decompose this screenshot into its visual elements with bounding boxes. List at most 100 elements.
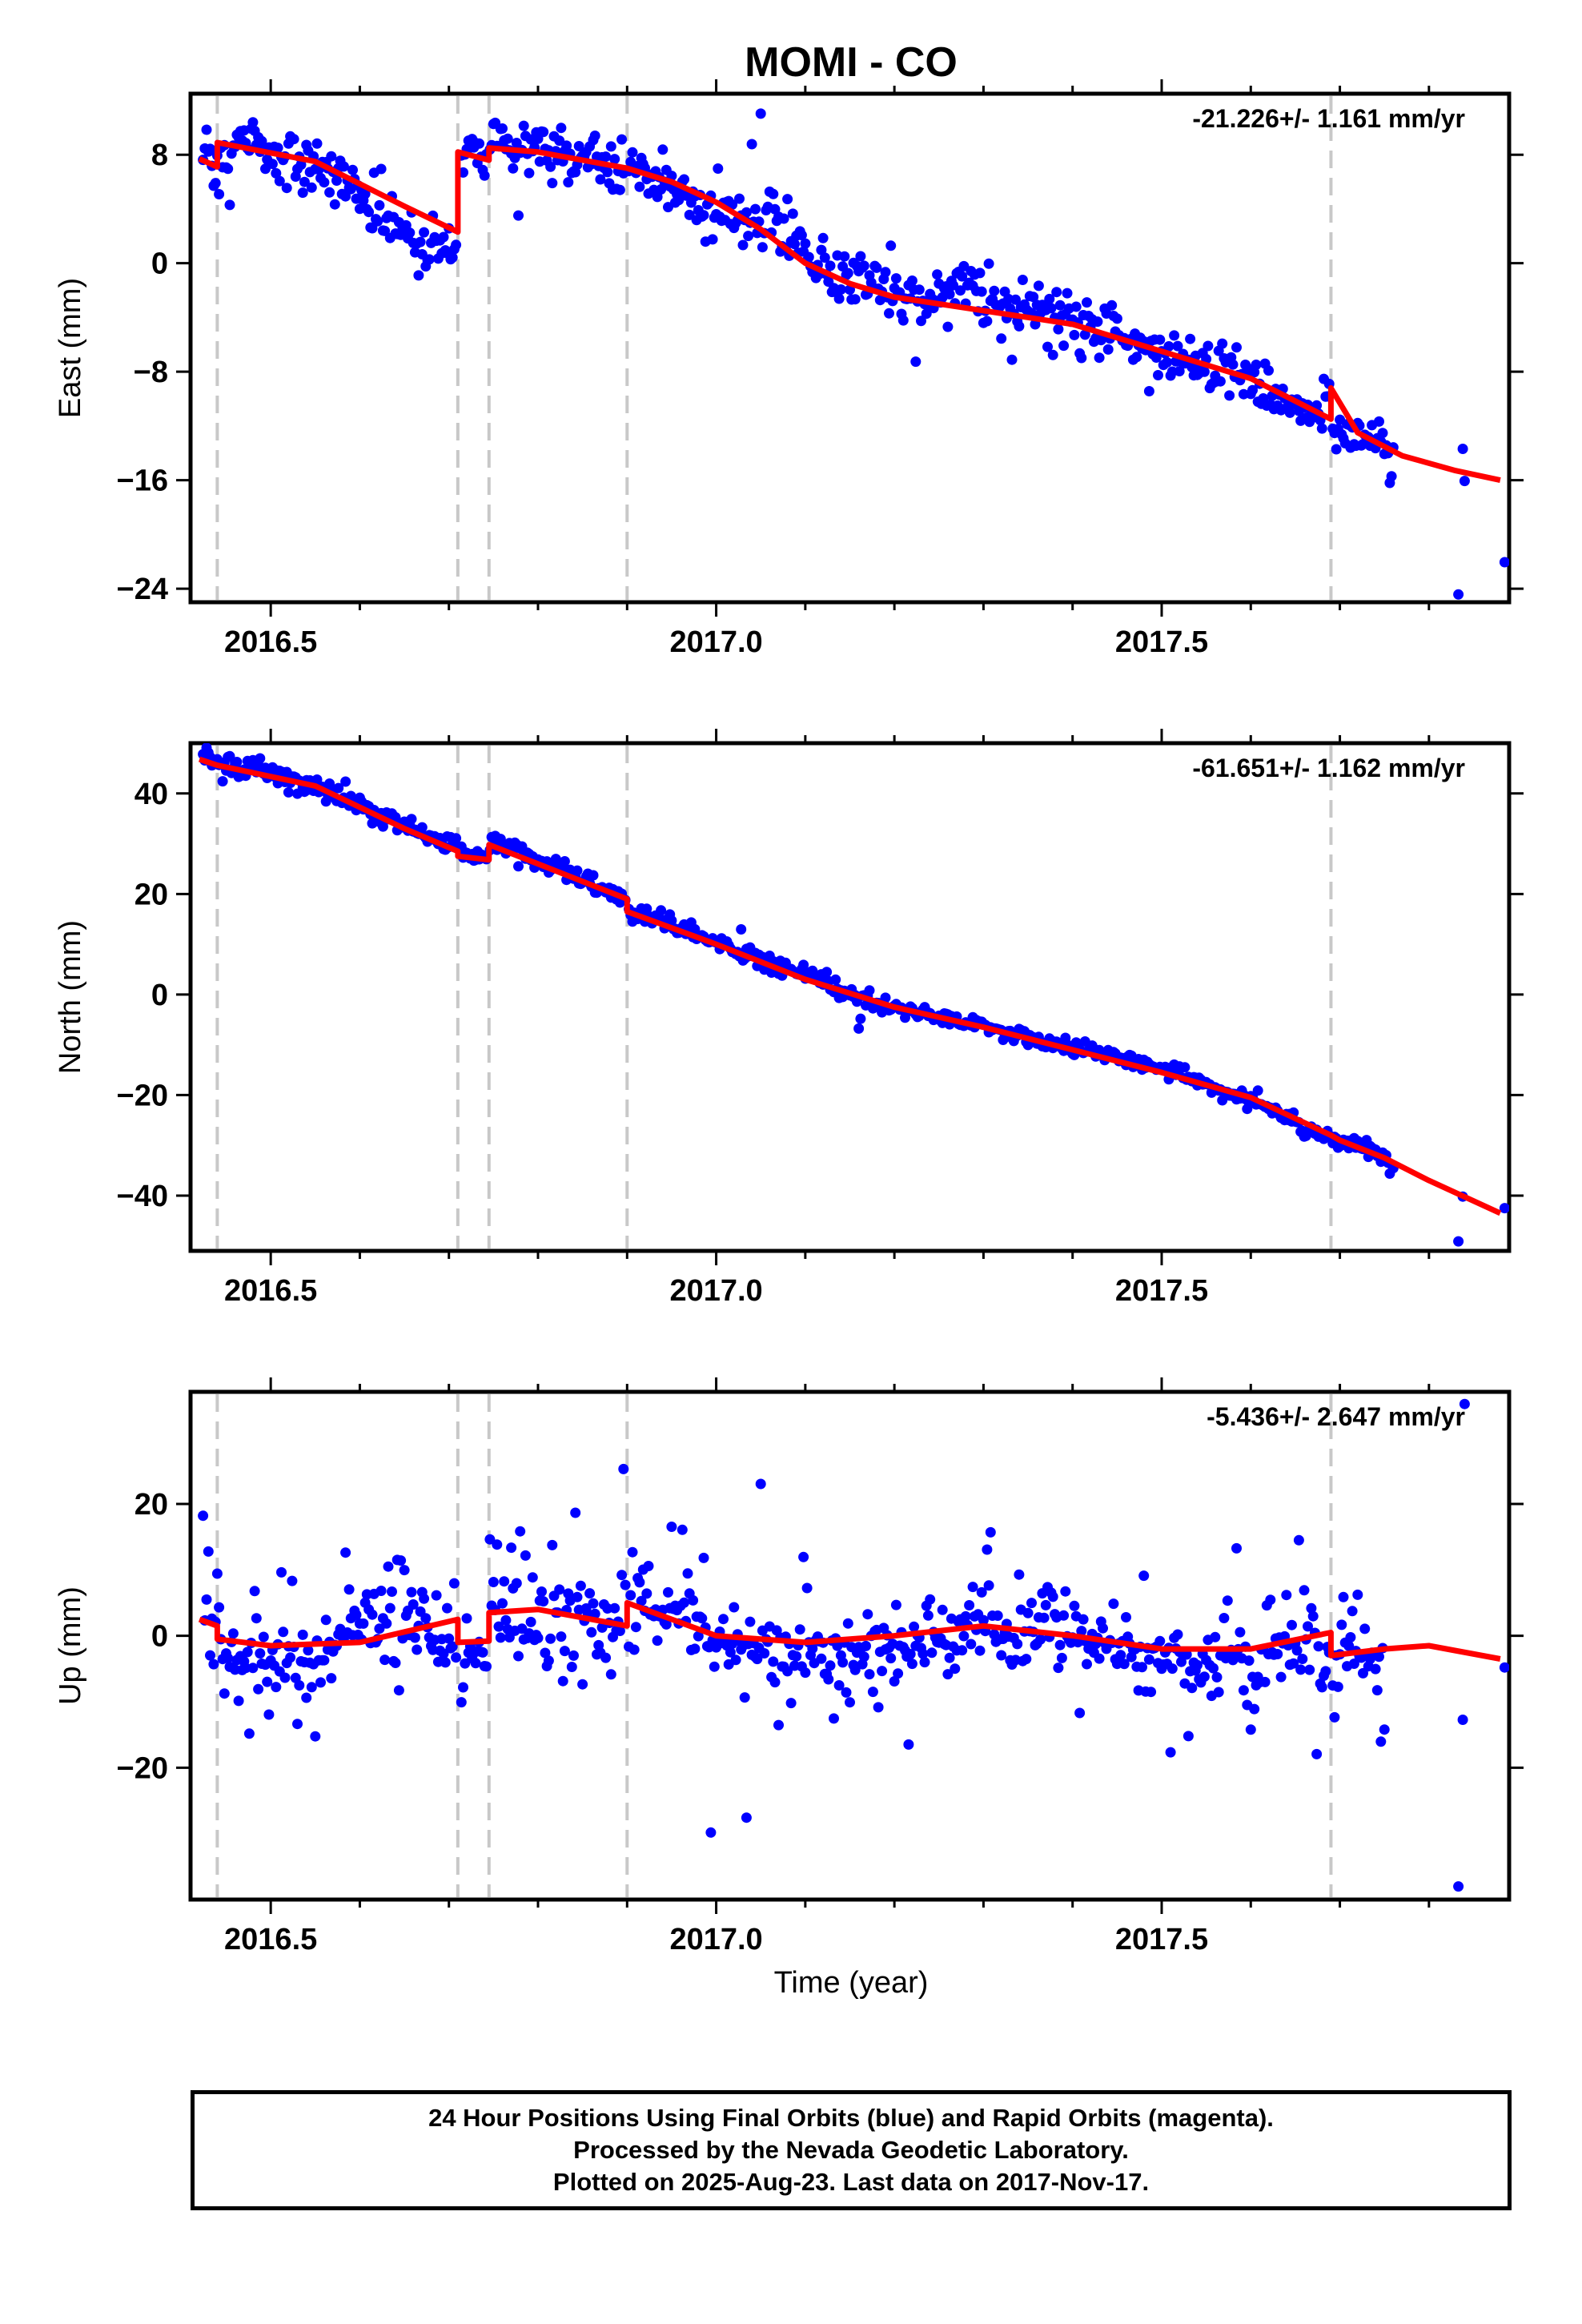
up-data-point [652, 1635, 663, 1647]
east-data-point [713, 163, 724, 174]
east-y-tick-label: −8 [134, 356, 168, 389]
north-data-point [1453, 1236, 1464, 1247]
east-data-point [511, 138, 522, 148]
up-data-point [1078, 1614, 1089, 1625]
east-data-point [787, 208, 798, 219]
east-data-point [451, 239, 462, 251]
up-data-point [1231, 1542, 1242, 1554]
east-data-point [447, 252, 458, 263]
east-data-point [329, 199, 340, 210]
up-data-point [693, 1630, 704, 1642]
up-data-point [1040, 1599, 1051, 1610]
east-data-point [1010, 294, 1021, 305]
up-data-point [381, 1618, 392, 1629]
east-data-point [944, 288, 955, 300]
up-data-point [258, 1631, 269, 1642]
up-data-point [554, 1584, 565, 1595]
up-y-tick-label: −20 [117, 1751, 168, 1785]
up-data-point [557, 1675, 568, 1687]
up-data-point [967, 1582, 978, 1593]
up-data-point [488, 1577, 499, 1587]
up-rate-label: -5.436+/- 2.647 mm/yr [1207, 1402, 1465, 1431]
up-data-point [890, 1599, 901, 1610]
up-data-point [586, 1626, 597, 1638]
footer-line-2: Processed by the Nevada Geodetic Laborat… [573, 2136, 1129, 2164]
up-data-point [1053, 1663, 1064, 1674]
up-data-point [1265, 1594, 1276, 1606]
east-data-point [957, 271, 968, 282]
up-data-point [625, 1590, 636, 1601]
up-data-point [1076, 1626, 1087, 1637]
east-data-point [299, 176, 310, 187]
east-data-point [609, 154, 620, 165]
up-data-point [420, 1613, 432, 1624]
north-data-point [855, 1013, 866, 1024]
up-data-point [367, 1609, 378, 1620]
up-data-point [1138, 1570, 1150, 1582]
up-data-point [1307, 1610, 1319, 1622]
east-data-point [561, 140, 572, 151]
up-data-point [572, 1591, 583, 1602]
east-data-point [1331, 444, 1342, 455]
up-data-point [240, 1663, 251, 1674]
east-data-point [271, 167, 282, 179]
footer-box: 24 Hour Positions Using Final Orbits (bl… [191, 2090, 1512, 2210]
east-data-point [796, 230, 807, 241]
east-data-point [518, 120, 529, 131]
up-data-point [292, 1719, 303, 1730]
north-data-point [736, 924, 747, 935]
up-data-point [1182, 1731, 1194, 1742]
up-data-point [785, 1698, 797, 1709]
east-data-point [359, 188, 371, 199]
east-data-point [932, 269, 943, 280]
up-data-point [315, 1677, 326, 1688]
east-data-point [1069, 329, 1080, 340]
east-data-point [1162, 356, 1173, 368]
up-data-point [319, 1655, 330, 1666]
east-data-point [374, 199, 385, 211]
up-data-point [545, 1633, 556, 1644]
east-data-point [884, 308, 894, 319]
up-data-point [500, 1614, 512, 1626]
up-data-point [816, 1653, 827, 1664]
up-data-point [1146, 1687, 1157, 1698]
east-data-point [1058, 340, 1070, 352]
up-data-point [1316, 1682, 1327, 1693]
up-data-point [877, 1666, 888, 1677]
up-data-point [950, 1663, 961, 1675]
up-data-point [447, 1641, 458, 1652]
east-data-point [890, 273, 901, 284]
up-data-point [791, 1651, 802, 1662]
north-x-tick-label: 2017.0 [669, 1274, 762, 1308]
east-data-point [750, 203, 761, 215]
up-data-point [310, 1731, 321, 1742]
east-data-point [743, 231, 754, 242]
east-data-point [563, 177, 574, 188]
east-data-point [1174, 366, 1185, 376]
east-data-point [438, 231, 449, 243]
up-data-point [1014, 1569, 1025, 1580]
up-data-point [919, 1657, 930, 1668]
up-data-point [944, 1652, 955, 1663]
east-data-point [1046, 303, 1057, 314]
east-data-point [223, 163, 234, 175]
east-data-point [803, 251, 814, 263]
up-data-point [1026, 1598, 1037, 1609]
up-data-point [1219, 1613, 1230, 1623]
east-data-point [340, 191, 351, 202]
east-data-point [1131, 352, 1142, 363]
up-data-point [1499, 1662, 1509, 1673]
east-data-point [224, 199, 235, 211]
east-data-point [1106, 300, 1118, 311]
up-data-point [978, 1614, 989, 1626]
up-data-point [1082, 1659, 1092, 1670]
east-y-tick-label: 0 [151, 247, 168, 281]
up-data-point [709, 1661, 720, 1672]
up-data-point [499, 1576, 510, 1587]
up-data-point [520, 1550, 531, 1561]
east-y-tick-label: −24 [117, 573, 168, 606]
up-data-point [768, 1656, 779, 1667]
up-data-point [506, 1542, 517, 1554]
up-data-point [297, 1629, 308, 1640]
east-data-point [1070, 301, 1082, 312]
